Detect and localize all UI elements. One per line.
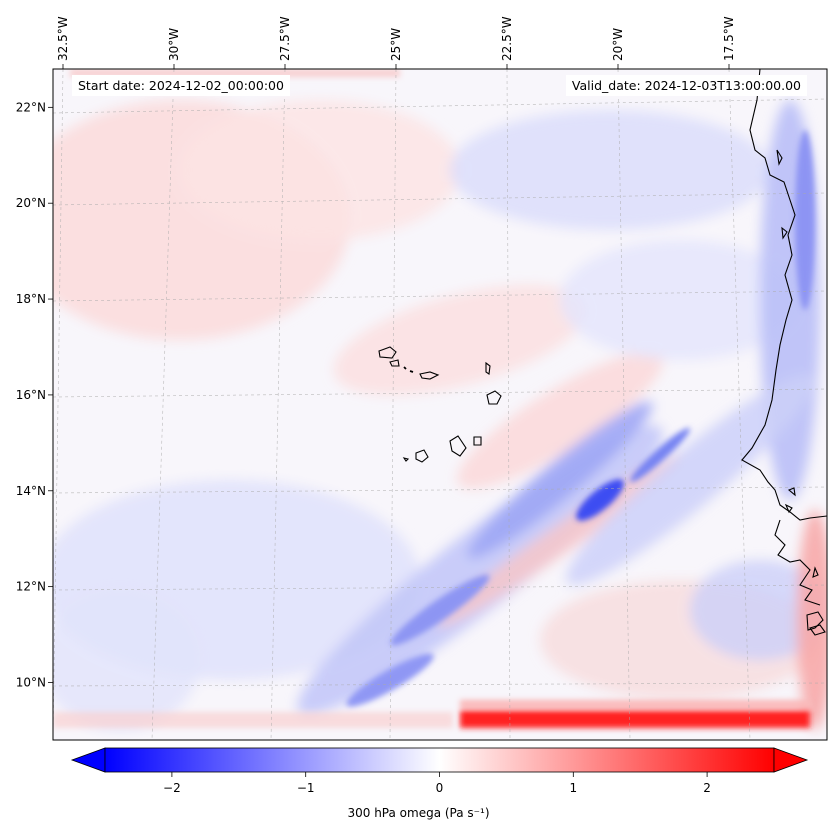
colorbar-tick-label: 0 — [436, 781, 444, 795]
colorbar-tick-label: −1 — [297, 781, 315, 795]
latitude-tick-label: 20°N — [16, 196, 46, 210]
valid-date-value: 2024-12-03T13:00:00.00 — [644, 78, 801, 93]
african-coastline — [741, 69, 827, 521]
latitude-tick-label: 10°N — [16, 675, 46, 689]
longitude-tick-label: 30°W — [167, 28, 181, 61]
longitude-tick-label: 32.5°W — [56, 16, 70, 61]
longitude-tick-label: 17.5°W — [722, 16, 736, 61]
latitude-tick-label: 12°N — [16, 580, 46, 594]
longitude-tick-labels: 32.5°W 30°W 27.5°W 25°W 22.5°W 20°W 17.5°W — [56, 16, 736, 69]
colorbar-ticks: −2 −1 0 1 2 — [163, 772, 711, 795]
longitude-tick-label: 20°W — [611, 28, 625, 61]
cape-verde-islands — [378, 346, 502, 463]
colorbar-extend-high — [773, 747, 809, 773]
start-date-label: Start date: — [78, 78, 145, 93]
start-date-box: Start date: 2024-12-02_00:00:00 — [72, 75, 290, 96]
colorbar-tick-label: −2 — [163, 781, 181, 795]
colorbar-tick-label: 2 — [703, 781, 711, 795]
colorbar: −2 −1 0 1 2 — [70, 747, 809, 795]
longitude-tick-label: 25°W — [389, 28, 403, 61]
start-date-value: 2024-12-02_00:00:00 — [148, 78, 284, 93]
valid-date-box: Valid_date: 2024-12-03T13:00:00.00 — [565, 75, 807, 96]
colorbar-tick-label: 1 — [569, 781, 577, 795]
map-frame — [52, 68, 828, 741]
longitude-tick-label: 27.5°W — [278, 16, 292, 61]
latitude-tick-label: 14°N — [16, 484, 46, 498]
longitude-tick-label: 22.5°W — [500, 16, 514, 61]
latitude-tick-labels: 10°N 12°N 14°N 16°N 18°N 20°N 22°N — [16, 100, 53, 689]
coastlines — [741, 69, 827, 636]
latitude-tick-label: 18°N — [16, 292, 46, 306]
latitude-tick-label: 16°N — [16, 388, 46, 402]
colorbar-label: 300 hPa omega (Pa s⁻¹) — [347, 806, 490, 820]
valid-date-label: Valid_date: — [571, 78, 641, 93]
colorbar-gradient — [104, 747, 775, 773]
colorbar-extend-low — [70, 747, 106, 773]
latitude-tick-label: 22°N — [16, 100, 46, 114]
omega-field — [53, 69, 827, 740]
gridlines — [53, 69, 827, 740]
